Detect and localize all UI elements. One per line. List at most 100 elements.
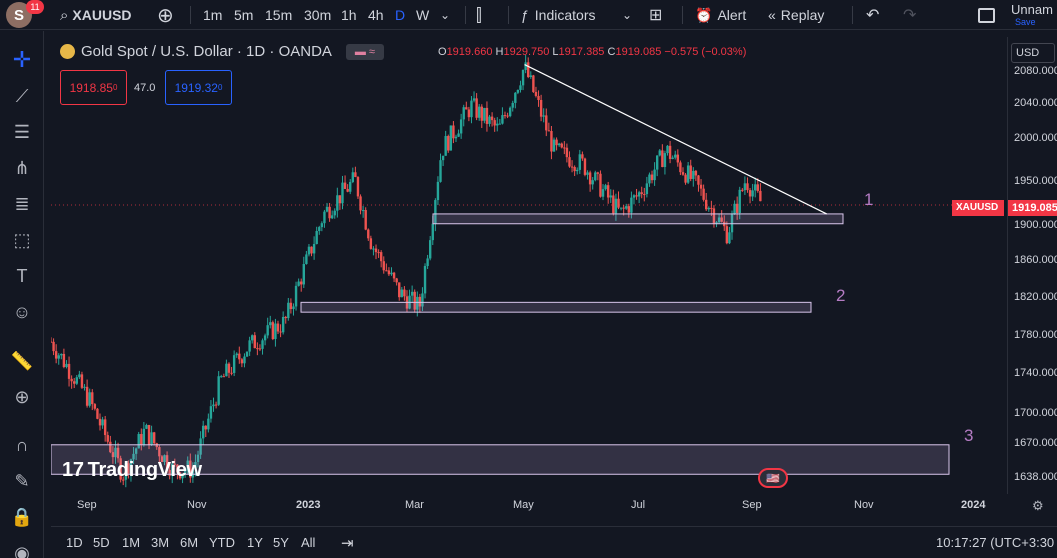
- horizontal-lines-icon[interactable]: ☰: [13, 121, 31, 142]
- zoom-in-icon[interactable]: ⊕: [14, 386, 30, 407]
- layout-icon[interactable]: [978, 0, 995, 30]
- templates-grid-icon[interactable]: ⊞: [649, 7, 663, 24]
- go-to-date-icon[interactable]: ⇥: [341, 534, 354, 552]
- candle-body: [594, 172, 597, 181]
- undo-icon[interactable]: ↶: [866, 7, 880, 24]
- bottom-toolbar: 1D 5D 1M 3M 6M YTD 1Y 5Y All ⇥ 10:17:27 …: [51, 526, 1057, 558]
- candle-body: [746, 183, 749, 191]
- rectangle-tool-icon[interactable]: ⬚: [13, 229, 31, 250]
- trendline-tool-icon[interactable]: ⟋: [15, 85, 29, 106]
- candle-body: [423, 266, 427, 294]
- buy-button[interactable]: 1919.32 0: [165, 70, 232, 105]
- range-5y[interactable]: 5Y: [273, 535, 289, 550]
- candle-body: [712, 208, 716, 224]
- candle-body: [743, 183, 747, 191]
- tf-5m[interactable]: 5m: [234, 7, 254, 23]
- crosshair-icon[interactable]: ✛: [12, 47, 32, 72]
- magnet-icon[interactable]: ∩: [15, 434, 29, 455]
- ohlc-values: O1919.660 H1929.750 L1917.385 C1919.085 …: [438, 46, 746, 58]
- pencil-lock-icon[interactable]: ✎: [14, 470, 30, 491]
- range-ytd[interactable]: YTD: [209, 535, 235, 550]
- alert-label: Alert: [717, 7, 747, 23]
- candle-body: [485, 107, 489, 124]
- tf-d[interactable]: D: [395, 7, 406, 23]
- candle-body: [70, 378, 73, 382]
- candle-body: [225, 363, 228, 377]
- candle-body: [568, 157, 571, 167]
- candle-body: [194, 461, 197, 470]
- eye-icon[interactable]: ◉: [14, 542, 30, 558]
- candle-body: [498, 123, 502, 125]
- chevron-down-icon[interactable]: ⌄: [440, 8, 451, 22]
- candle-body: [529, 75, 532, 77]
- candle-body: [307, 246, 311, 255]
- replay-button[interactable]: « Replay: [768, 0, 824, 30]
- candle-body: [421, 293, 424, 307]
- alert-button[interactable]: ⏰ Alert: [695, 0, 746, 30]
- range-1y[interactable]: 1Y: [247, 535, 263, 550]
- candle-body: [413, 291, 416, 310]
- compare-add-icon[interactable]: ⊕: [157, 4, 174, 27]
- candle-body: [346, 188, 349, 192]
- candle-body: [490, 116, 494, 121]
- range-all[interactable]: All: [301, 535, 316, 550]
- emoji-icon[interactable]: ☺: [12, 301, 32, 322]
- candle-body: [129, 459, 133, 474]
- tf-w[interactable]: W: [416, 7, 430, 23]
- layout-name-button[interactable]: Unnam Save: [1011, 0, 1053, 30]
- redo-icon[interactable]: ↷: [903, 7, 917, 24]
- time-label: May: [513, 499, 534, 511]
- candle-body: [493, 120, 496, 126]
- pitchfork-icon[interactable]: ⋔: [14, 157, 30, 178]
- candle-body: [596, 172, 600, 174]
- candle-body: [163, 455, 166, 463]
- candle-body: [645, 183, 649, 195]
- candle-body: [699, 184, 703, 189]
- price-scale[interactable]: USD 2080.000 2040.000 2000.000 1950.000 …: [1007, 37, 1057, 494]
- candle-body: [416, 296, 419, 310]
- candle-body: [403, 289, 406, 297]
- text-tool-icon[interactable]: T: [16, 265, 28, 286]
- candle-body: [717, 217, 721, 223]
- candle-body: [266, 325, 269, 336]
- alarm-clock-icon: ⏰: [695, 6, 713, 23]
- range-3m[interactable]: 3M: [151, 535, 170, 550]
- tf-4h[interactable]: 4h: [368, 7, 384, 23]
- candle-body: [251, 335, 254, 341]
- candle-body: [759, 190, 762, 202]
- ruler-icon[interactable]: 📏: [10, 350, 34, 371]
- candle-body: [351, 172, 355, 182]
- candle-body: [377, 252, 380, 254]
- candle-body: [756, 184, 759, 191]
- lock-icon[interactable]: 🔒: [10, 506, 34, 527]
- legend-toggle[interactable]: ▬ ≈: [345, 43, 384, 60]
- tf-15m[interactable]: 15m: [265, 7, 293, 23]
- candle-body: [576, 169, 579, 172]
- settings-gear-icon[interactable]: ⚙: [1032, 498, 1044, 513]
- symbol-search[interactable]: ⌕ XAUUSD: [60, 0, 132, 30]
- fib-retracement-icon[interactable]: ≣: [14, 193, 30, 214]
- price-label: 1780.000: [1014, 329, 1057, 341]
- price-chart[interactable]: [51, 37, 1007, 494]
- candle-body: [106, 435, 109, 442]
- tf-1m[interactable]: 1m: [203, 7, 223, 23]
- chevron-down-icon[interactable]: ⌄: [622, 8, 633, 22]
- range-1d[interactable]: 1D: [66, 535, 83, 550]
- candle-body: [483, 107, 486, 121]
- candle-body: [392, 272, 396, 279]
- candle-type-icon[interactable]: ⫿: [476, 4, 482, 25]
- sell-button[interactable]: 1918.85 0: [60, 70, 127, 105]
- indicators-button[interactable]: ƒ Indicators: [521, 0, 596, 30]
- candle-body: [78, 374, 81, 378]
- tf-30m[interactable]: 30m: [304, 7, 332, 23]
- candle-body: [537, 95, 540, 100]
- candle-body: [581, 154, 584, 159]
- tf-1h[interactable]: 1h: [341, 7, 357, 23]
- range-1m[interactable]: 1M: [122, 535, 141, 550]
- currency-selector[interactable]: USD: [1011, 43, 1055, 63]
- range-5d[interactable]: 5D: [93, 535, 110, 550]
- time-axis[interactable]: Sep Nov 2023 Mar May Jul Sep Nov 2024: [51, 494, 1007, 516]
- spread-value: 47.0: [134, 82, 156, 94]
- range-6m[interactable]: 6M: [180, 535, 199, 550]
- us-flag-icon[interactable]: 🇺🇸: [758, 468, 788, 488]
